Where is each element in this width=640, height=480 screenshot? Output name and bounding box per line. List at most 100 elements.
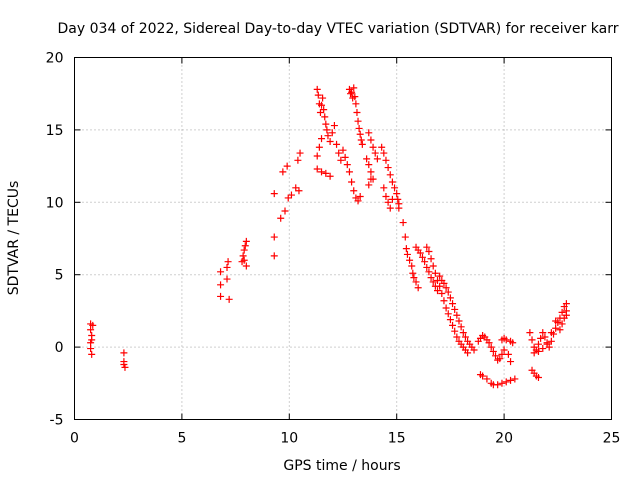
data-point (409, 269, 417, 277)
data-point (318, 101, 326, 109)
data-point (283, 162, 291, 170)
data-point (498, 350, 506, 358)
data-point (423, 243, 431, 251)
data-point (461, 333, 469, 341)
data-point (333, 140, 341, 148)
data-point (87, 326, 95, 334)
data-point (281, 207, 289, 215)
data-point (384, 164, 392, 172)
data-point (534, 347, 542, 355)
data-point (356, 193, 364, 201)
data-point (363, 155, 371, 163)
y-tick-label: -5 (50, 413, 64, 429)
data-point (354, 197, 362, 205)
data-point (528, 336, 536, 344)
data-point (485, 339, 493, 347)
data-point (378, 143, 386, 151)
x-axis-label: GPS time / hours (283, 458, 400, 474)
data-point (365, 161, 373, 169)
data-point (313, 85, 321, 93)
data-point (425, 268, 433, 276)
data-point (541, 333, 549, 341)
chart-title: Day 034 of 2022, Sidereal Day-to-day VTE… (58, 21, 619, 37)
data-point (324, 132, 332, 140)
data-point (270, 190, 278, 198)
data-point (314, 91, 322, 99)
data-point (401, 233, 409, 241)
data-point (408, 262, 416, 270)
data-point (451, 305, 459, 313)
data-points (87, 84, 570, 389)
data-point (279, 168, 287, 176)
data-point (403, 250, 411, 258)
data-point (552, 317, 560, 325)
data-point (339, 146, 347, 154)
data-point (425, 248, 433, 256)
data-point (483, 375, 491, 383)
data-point (562, 307, 570, 315)
data-point (330, 122, 338, 130)
data-point (318, 168, 326, 176)
x-tick-label: 20 (495, 431, 513, 447)
y-tick-label: 10 (46, 195, 64, 211)
data-point (539, 329, 547, 337)
x-tick-label: 0 (70, 431, 79, 447)
data-point (373, 155, 381, 163)
data-point (496, 355, 504, 363)
data-point (357, 136, 365, 144)
x-tick-label: 25 (603, 431, 621, 447)
data-point (217, 281, 225, 289)
data-point (442, 304, 450, 312)
data-point (558, 308, 566, 316)
data-point (530, 349, 538, 357)
data-point (337, 156, 345, 164)
data-point (313, 152, 321, 160)
data-point (444, 310, 452, 318)
data-point (494, 381, 502, 389)
data-point (455, 317, 463, 325)
data-point (328, 129, 336, 137)
data-point (369, 143, 377, 151)
data-point (444, 288, 452, 296)
data-point (356, 130, 364, 138)
data-point (414, 284, 422, 292)
data-point (241, 242, 249, 250)
data-point (382, 193, 390, 201)
data-point (341, 153, 349, 161)
data-point (562, 300, 570, 308)
data-point (442, 284, 450, 292)
data-point (507, 376, 515, 384)
data-point (371, 149, 379, 157)
data-point (395, 204, 403, 212)
data-point (386, 171, 394, 179)
data-point (217, 268, 225, 276)
data-point (434, 287, 442, 295)
data-point (322, 120, 330, 128)
data-point (367, 168, 375, 176)
data-point (502, 336, 510, 344)
data-point (534, 340, 542, 348)
data-point (224, 258, 232, 266)
data-point (294, 156, 302, 164)
data-point (399, 219, 407, 227)
data-point (498, 379, 506, 387)
data-point (355, 124, 363, 132)
data-point (223, 275, 231, 283)
data-point (410, 274, 418, 282)
y-tick-label: 20 (46, 51, 64, 67)
data-point (556, 326, 564, 334)
data-point (120, 360, 128, 368)
x-tick-label: 5 (177, 431, 186, 447)
data-point (438, 290, 446, 298)
data-point (382, 156, 390, 164)
data-point (558, 320, 566, 328)
data-point (388, 195, 396, 203)
data-point (511, 375, 519, 383)
data-point (358, 140, 366, 148)
grid-lines (74, 57, 612, 420)
data-point (547, 337, 555, 345)
data-point (87, 345, 95, 353)
data-point (348, 88, 356, 96)
data-point (217, 292, 225, 300)
data-point (343, 161, 351, 169)
